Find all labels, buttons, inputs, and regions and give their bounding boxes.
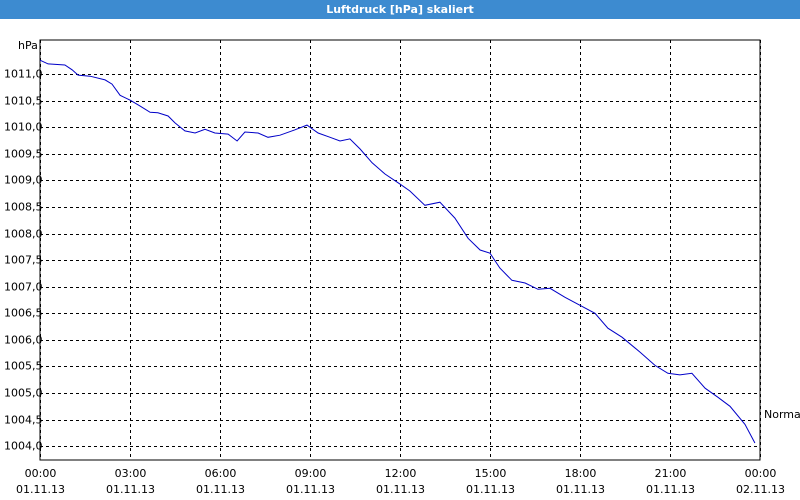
y-tick-label: 1009,5	[4, 148, 43, 161]
x-tick-label: 03:00	[115, 467, 147, 480]
x-tick-label: 06:00	[205, 467, 237, 480]
x-tick-date: 01.11.13	[196, 483, 245, 496]
y-tick-label: 1008,0	[4, 228, 43, 241]
y-tick-label: 1006,0	[4, 334, 43, 347]
x-tick-label: 00:00	[745, 467, 777, 480]
y-tick-label: 1010,0	[4, 121, 43, 134]
x-tick-date: 01.11.13	[376, 483, 425, 496]
legend-entry: Normal	[764, 408, 800, 421]
x-tick-label: 18:00	[565, 467, 597, 480]
x-tick-date: 01.11.13	[16, 483, 65, 496]
x-tick-date: 01.11.13	[106, 483, 155, 496]
x-tick-label: 09:00	[295, 467, 327, 480]
x-tick-label: 12:00	[385, 467, 417, 480]
y-tick-label: 1005,0	[4, 387, 43, 400]
title-bar: Luftdruck [hPa] skaliert	[0, 0, 800, 19]
y-tick-label: 1004,5	[4, 414, 43, 427]
y-tick-label: 1006,5	[4, 307, 43, 320]
x-tick-date: 02.11.13	[736, 483, 785, 496]
y-unit-label: hPa	[18, 39, 38, 52]
x-tick-label: 21:00	[655, 467, 687, 480]
x-tick-date: 01.11.13	[556, 483, 605, 496]
y-tick-label: 1010,5	[4, 95, 43, 108]
x-tick-label: 15:00	[475, 467, 507, 480]
y-tick-label: 1005,5	[4, 360, 43, 373]
y-tick-label: 1007,5	[4, 254, 43, 267]
x-tick-date: 01.11.13	[286, 483, 335, 496]
y-tick-label: 1007,0	[4, 281, 43, 294]
chart-title: Luftdruck [hPa] skaliert	[326, 3, 474, 16]
x-tick-label: 00:00	[25, 467, 57, 480]
data-line	[39, 59, 756, 444]
y-tick-label: 1004,0	[4, 440, 43, 453]
y-tick-label: 1009,0	[4, 174, 43, 187]
x-tick-date: 01.11.13	[466, 483, 515, 496]
x-tick-date: 01.11.13	[646, 483, 695, 496]
y-tick-label: 1008,5	[4, 201, 43, 214]
y-tick-label: 1011,0	[4, 68, 43, 81]
chart: hPa 1004,0 1004,5 1005,0 1005,5 1006,0 1006,5…	[4, 39, 800, 496]
